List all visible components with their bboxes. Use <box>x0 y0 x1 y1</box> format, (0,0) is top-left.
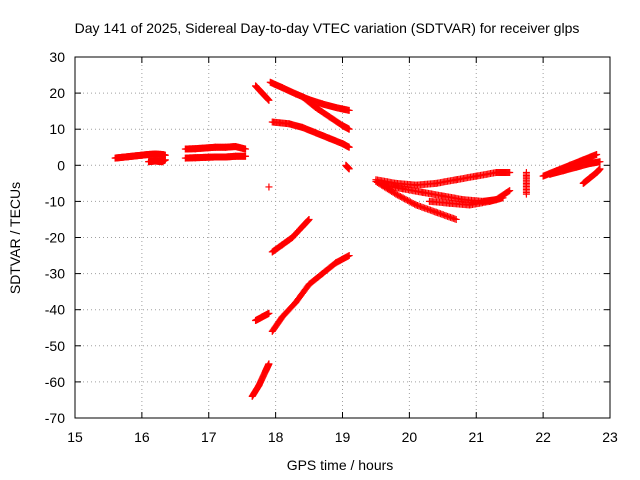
data-point <box>452 215 460 223</box>
y-tick-labels: 30 20 10 0 -10 -20 -30 -40 -50 -60 -70 <box>45 49 65 426</box>
series-arc-a-lower <box>145 156 169 166</box>
x-tick-label: 15 <box>67 429 83 445</box>
series-arc-d <box>266 78 353 114</box>
data-point <box>345 252 353 260</box>
series-arc-h <box>265 183 273 191</box>
series-arc-e <box>298 93 353 133</box>
data-point <box>345 165 353 173</box>
data-point <box>345 106 353 114</box>
data-point <box>265 96 273 104</box>
data-point <box>242 152 250 160</box>
x-tick-label: 23 <box>602 429 618 445</box>
x-tick-labels: 15 16 17 18 19 20 21 22 23 <box>67 429 618 445</box>
series-arc-s <box>546 158 604 178</box>
data-point <box>265 309 273 317</box>
series-arc-f <box>268 118 353 151</box>
data-point <box>345 125 353 133</box>
data-point <box>593 150 601 158</box>
series-arc-i <box>268 215 313 256</box>
x-tick-label: 16 <box>134 429 150 445</box>
y-tick-label: 0 <box>57 157 65 173</box>
data-point <box>499 194 507 202</box>
x-tick-label: 22 <box>535 429 551 445</box>
series-arc-c <box>252 82 273 104</box>
series-arc-b <box>181 143 250 153</box>
y-tick-label: -50 <box>45 338 65 354</box>
series-arc-a <box>111 150 169 162</box>
data-point <box>161 156 169 164</box>
x-tick-label: 18 <box>268 429 284 445</box>
data-point <box>345 143 353 151</box>
x-tick-label: 20 <box>402 429 418 445</box>
data-point <box>596 165 604 173</box>
data-point <box>505 187 513 195</box>
series-arc-p <box>425 194 507 209</box>
series-arc-j <box>268 252 353 335</box>
data-point <box>506 187 514 195</box>
gridlines <box>75 57 610 418</box>
data-points <box>111 78 604 400</box>
y-axis-label: SDTVAR / TECUs <box>7 182 23 294</box>
axis-ticks <box>74 56 611 419</box>
y-tick-label: 20 <box>49 85 65 101</box>
y-tick-label: 10 <box>49 121 65 137</box>
series-arc-k <box>252 309 273 325</box>
data-point <box>265 360 273 368</box>
series-arc-q <box>522 169 530 198</box>
series-arc-l <box>248 360 273 400</box>
data-point <box>242 145 250 153</box>
series-arc-m <box>372 169 514 189</box>
x-tick-label: 19 <box>335 429 351 445</box>
data-point <box>596 158 604 166</box>
y-tick-label: -70 <box>45 410 65 426</box>
series-arc-g <box>342 161 353 173</box>
x-axis-label: GPS time / hours <box>287 457 394 473</box>
y-tick-label: -30 <box>45 266 65 282</box>
x-tick-label: 21 <box>468 429 484 445</box>
y-tick-label: -20 <box>45 230 65 246</box>
data-point <box>522 190 530 198</box>
series-arc-t <box>579 165 604 187</box>
x-tick-label: 17 <box>201 429 217 445</box>
chart-title: Day 141 of 2025, Sidereal Day-to-day VTE… <box>75 20 580 36</box>
series-arc-b-lower <box>181 152 250 162</box>
data-point <box>265 183 273 191</box>
data-point <box>506 169 514 177</box>
y-tick-label: -60 <box>45 374 65 390</box>
y-tick-label: -40 <box>45 302 65 318</box>
y-tick-label: -10 <box>45 193 65 209</box>
y-tick-label: 30 <box>49 49 65 65</box>
data-point <box>305 215 313 223</box>
